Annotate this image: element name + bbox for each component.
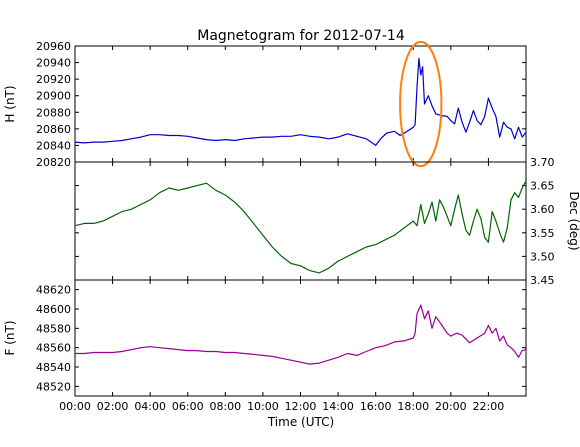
panel-f-ytick-label: 48620	[36, 284, 71, 297]
panel-f-ytick-label: 48540	[36, 361, 71, 374]
panel-h-ytick-label: 20920	[36, 73, 71, 86]
panel-dec-ytick-label: 3.50	[530, 250, 555, 263]
panel-h-series-line	[74, 57, 527, 146]
figure-title: Magnetogram for 2012-07-14	[197, 28, 405, 44]
panel-dec-ytick-label: 3.55	[530, 227, 555, 240]
panel-h-ytick-label: 20900	[36, 90, 71, 103]
x-tick-label: 14:00	[322, 400, 354, 413]
x-tick-label: 20:00	[435, 400, 467, 413]
panel-f-ytick-label: 48600	[36, 303, 71, 316]
panel-h-ytick-label: 20860	[36, 123, 71, 136]
panel-dec-series-line	[74, 180, 527, 274]
panel-f-ytick-label: 48520	[36, 380, 71, 393]
x-tick-label: 12:00	[285, 400, 317, 413]
panel-h-ytick-label: 20940	[36, 57, 71, 70]
dec-axis-label: Dec (deg)	[567, 191, 580, 250]
panel-f: 48520 48540 48560 48580 48600 48620 00:00 02:00…	[36, 279, 527, 413]
panel-h: 20820 20840 20860 20880 20900 20920 20940 20960	[36, 40, 527, 169]
x-tick-label: 18:00	[397, 400, 429, 413]
x-tick-label: 06:00	[172, 400, 204, 413]
panel-h-ytick-label: 20840	[36, 139, 71, 152]
panel-dec-ytick-label: 3.45	[530, 274, 555, 287]
panel-dec-ytick-label: 3.70	[530, 156, 555, 169]
panel-f-ytick-label: 48580	[36, 322, 71, 335]
x-tick-label: 22:00	[473, 400, 505, 413]
x-tick-label: 04:00	[134, 400, 166, 413]
panel-h-ytick-label: 20820	[36, 156, 71, 169]
panel-h-ytick-label: 20960	[36, 40, 71, 53]
panel-dec-ytick-label: 3.65	[530, 180, 555, 193]
panel-f-ytick-label: 48560	[36, 342, 71, 355]
x-tick-label: 00:00	[59, 400, 91, 413]
storm-highlight-ellipse	[399, 40, 443, 168]
panel-h-ytick-label: 20880	[36, 106, 71, 119]
f-axis-label: F (nT)	[3, 320, 17, 355]
panel-dec-ytick-label: 3.60	[530, 203, 555, 216]
x-tick-label: 08:00	[209, 400, 241, 413]
x-axis-label: Time (UTC)	[267, 415, 334, 429]
panel-f-series-line	[75, 304, 527, 365]
x-tick-label: 10:00	[247, 400, 279, 413]
x-tick-label: 02:00	[97, 400, 129, 413]
x-tick-label: 16:00	[360, 400, 392, 413]
h-axis-label: H (nT)	[3, 85, 17, 122]
